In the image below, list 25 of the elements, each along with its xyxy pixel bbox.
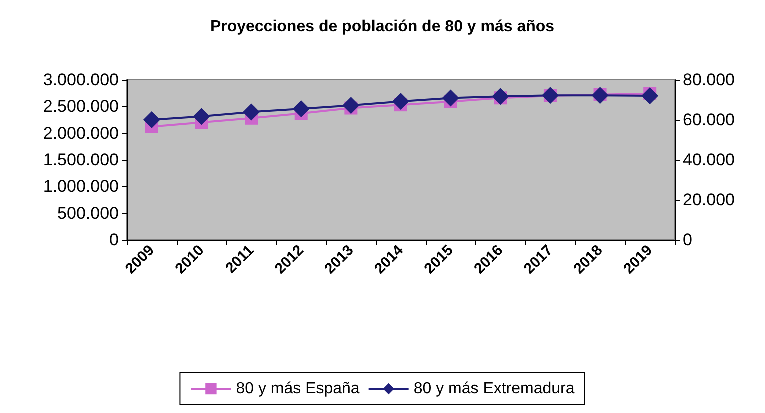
- point: [592, 87, 609, 104]
- point: [392, 93, 410, 110]
- point: [193, 108, 210, 126]
- y-tick-label: 0: [110, 230, 119, 250]
- y-tick-label: 3.000.000: [43, 70, 119, 90]
- legend-label: 80 y más España: [236, 380, 360, 398]
- point: [492, 88, 510, 106]
- point: [342, 97, 360, 114]
- y-tick-label: 500.000: [58, 204, 119, 223]
- y-tick-label: 1.500.000: [43, 150, 119, 170]
- point: [642, 88, 659, 104]
- y-tick-label: 1.000.000: [43, 177, 119, 196]
- point: [243, 104, 260, 121]
- legend-label: 80 y más Extremadura: [414, 380, 575, 398]
- point: [442, 90, 460, 107]
- y-tick-label: 2.000.000: [43, 124, 119, 143]
- y2-tick-label: 60.000: [683, 110, 735, 130]
- chart-title: Proyecciones de población de 80 y más años: [210, 18, 555, 36]
- point: [143, 112, 160, 128]
- y-tick-label: 2.500.000: [43, 97, 119, 116]
- y2-tick-label: 0: [683, 230, 692, 250]
- y2-tick-label: 20.000: [683, 190, 735, 210]
- y2-tick-label: 40.000: [683, 150, 735, 170]
- y2-tick-label: 80.000: [683, 70, 735, 90]
- point: [292, 100, 310, 118]
